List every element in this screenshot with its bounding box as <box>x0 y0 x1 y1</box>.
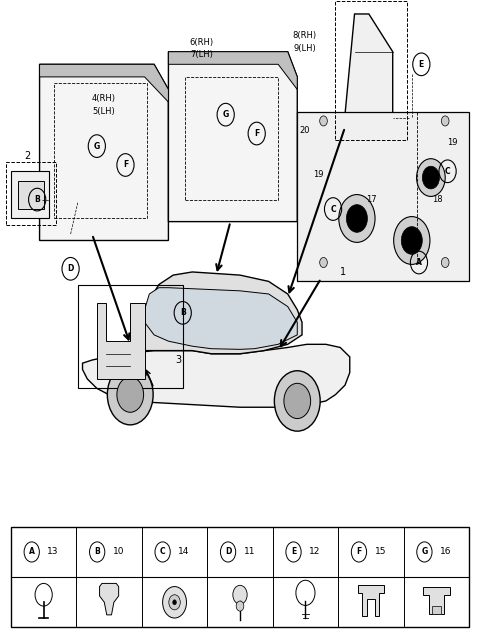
Circle shape <box>35 583 52 606</box>
FancyBboxPatch shape <box>432 606 441 614</box>
FancyBboxPatch shape <box>18 181 44 209</box>
Text: 5(LH): 5(LH) <box>93 107 115 116</box>
Polygon shape <box>135 272 302 354</box>
Text: D: D <box>67 264 74 273</box>
Text: A: A <box>416 258 422 267</box>
Text: 2: 2 <box>24 150 31 161</box>
Polygon shape <box>144 288 297 349</box>
Text: F: F <box>356 547 361 556</box>
Text: 16: 16 <box>440 547 452 556</box>
Text: G: G <box>223 110 229 119</box>
Text: 12: 12 <box>309 547 321 556</box>
Circle shape <box>320 116 327 126</box>
Polygon shape <box>423 586 450 614</box>
Polygon shape <box>39 64 168 241</box>
Polygon shape <box>83 344 350 407</box>
Circle shape <box>173 600 177 605</box>
Polygon shape <box>97 303 144 379</box>
Text: 18: 18 <box>432 195 443 204</box>
Polygon shape <box>99 583 119 615</box>
Text: 8(RH): 8(RH) <box>292 32 316 40</box>
Circle shape <box>442 257 449 267</box>
Circle shape <box>236 601 244 611</box>
Text: 19: 19 <box>447 138 457 147</box>
Text: 19: 19 <box>313 170 324 179</box>
Text: 11: 11 <box>244 547 255 556</box>
Circle shape <box>117 377 144 412</box>
Text: C: C <box>330 205 336 214</box>
Circle shape <box>108 365 153 425</box>
Text: 4(RH): 4(RH) <box>92 94 116 104</box>
Polygon shape <box>39 64 168 102</box>
Circle shape <box>284 384 311 418</box>
Circle shape <box>442 116 449 126</box>
Circle shape <box>417 159 445 197</box>
Text: 6(RH): 6(RH) <box>190 38 214 47</box>
Polygon shape <box>168 52 297 90</box>
Text: 3: 3 <box>175 355 181 365</box>
Text: B: B <box>94 547 100 556</box>
Text: F: F <box>123 161 128 169</box>
FancyBboxPatch shape <box>297 111 469 281</box>
Polygon shape <box>358 585 384 616</box>
Text: B: B <box>34 195 40 204</box>
Circle shape <box>296 580 315 605</box>
Circle shape <box>163 586 187 618</box>
Circle shape <box>394 217 430 264</box>
Text: 14: 14 <box>179 547 190 556</box>
Text: C: C <box>445 167 450 176</box>
Text: G: G <box>94 142 100 150</box>
Circle shape <box>422 166 440 189</box>
Text: 13: 13 <box>48 547 59 556</box>
Circle shape <box>275 371 320 431</box>
Circle shape <box>233 585 247 604</box>
Text: A: A <box>29 547 35 556</box>
Text: 20: 20 <box>299 126 310 135</box>
Circle shape <box>401 227 422 254</box>
Polygon shape <box>345 14 393 140</box>
Text: G: G <box>421 547 428 556</box>
Text: C: C <box>160 547 166 556</box>
Circle shape <box>339 195 375 243</box>
Polygon shape <box>168 52 297 222</box>
Text: F: F <box>254 129 259 138</box>
Text: 1: 1 <box>339 267 346 277</box>
Text: B: B <box>180 308 186 317</box>
Circle shape <box>320 257 327 267</box>
Text: 7(LH): 7(LH) <box>191 51 213 59</box>
Text: D: D <box>225 547 231 556</box>
Text: 17: 17 <box>366 195 376 204</box>
Text: E: E <box>291 547 296 556</box>
Circle shape <box>169 595 180 610</box>
Text: 15: 15 <box>375 547 386 556</box>
Text: E: E <box>419 60 424 69</box>
Polygon shape <box>11 171 49 219</box>
Text: 10: 10 <box>113 547 124 556</box>
Circle shape <box>347 205 367 233</box>
Text: 9(LH): 9(LH) <box>293 44 316 53</box>
